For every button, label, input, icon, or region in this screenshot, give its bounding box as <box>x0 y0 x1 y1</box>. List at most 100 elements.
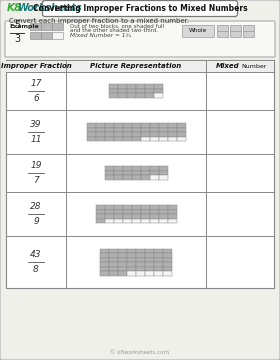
Bar <box>123 136 132 141</box>
Bar <box>113 175 123 180</box>
Bar <box>127 271 136 275</box>
Bar <box>100 248 109 253</box>
Bar <box>158 205 167 210</box>
Bar <box>154 253 163 257</box>
Bar <box>52 23 63 30</box>
Bar <box>104 214 113 219</box>
Text: 19: 19 <box>30 161 42 170</box>
Bar <box>145 248 154 253</box>
Bar <box>136 89 145 93</box>
Bar <box>104 219 113 223</box>
Text: Mixed: Mixed <box>215 63 239 69</box>
Bar <box>123 210 132 214</box>
Bar <box>145 253 154 257</box>
Bar <box>141 175 150 180</box>
Bar <box>145 84 154 89</box>
Bar <box>145 262 154 266</box>
Bar <box>132 166 141 171</box>
Bar <box>158 136 167 141</box>
Bar <box>109 84 118 89</box>
Bar <box>154 262 163 266</box>
Bar <box>109 266 118 271</box>
Bar <box>176 136 185 141</box>
Bar <box>113 127 123 132</box>
Text: 7: 7 <box>33 176 39 185</box>
Bar <box>127 257 136 262</box>
Bar <box>123 205 132 210</box>
Bar <box>113 205 123 210</box>
Text: 8: 8 <box>33 265 39 274</box>
Bar <box>113 214 123 219</box>
Bar <box>132 219 141 223</box>
Bar <box>132 210 141 214</box>
Bar <box>141 127 150 132</box>
Text: © k8worksheets.com: © k8worksheets.com <box>110 350 170 355</box>
Bar <box>163 248 172 253</box>
Bar <box>158 171 167 175</box>
Bar <box>136 271 145 275</box>
Bar <box>104 123 113 127</box>
Bar <box>163 262 172 266</box>
Bar <box>100 253 109 257</box>
Bar <box>167 132 176 136</box>
Bar <box>100 257 109 262</box>
Bar <box>145 89 154 93</box>
Bar <box>30 32 41 39</box>
Bar <box>132 214 141 219</box>
Bar <box>95 210 104 214</box>
Bar <box>150 127 158 132</box>
Text: Convert each improper fraction to a mixed number.: Convert each improper fraction to a mixe… <box>9 18 189 24</box>
Bar <box>118 93 127 98</box>
Bar <box>150 219 158 223</box>
Bar <box>176 123 185 127</box>
Bar <box>150 171 158 175</box>
Bar <box>182 25 214 37</box>
Bar <box>158 210 167 214</box>
Text: Improper Fraction: Improper Fraction <box>1 63 71 69</box>
Bar <box>123 127 132 132</box>
Text: 11: 11 <box>30 135 42 144</box>
Bar <box>123 171 132 175</box>
Bar <box>154 93 163 98</box>
Bar <box>132 136 141 141</box>
Bar <box>150 123 158 127</box>
Bar <box>141 123 150 127</box>
Bar <box>145 271 154 275</box>
Bar <box>95 136 104 141</box>
Bar <box>136 253 145 257</box>
Bar <box>118 257 127 262</box>
Bar <box>109 271 118 275</box>
Bar <box>123 175 132 180</box>
Bar <box>167 127 176 132</box>
Bar <box>136 248 145 253</box>
Bar <box>109 262 118 266</box>
Bar <box>158 132 167 136</box>
Bar <box>132 205 141 210</box>
Bar <box>95 214 104 219</box>
Bar <box>154 266 163 271</box>
Bar <box>154 257 163 262</box>
FancyBboxPatch shape <box>5 21 275 57</box>
Bar <box>154 89 163 93</box>
Bar <box>167 123 176 127</box>
Bar <box>123 132 132 136</box>
Bar <box>127 93 136 98</box>
Bar <box>158 123 167 127</box>
Text: Worksheets: Worksheets <box>18 3 83 13</box>
Bar <box>118 248 127 253</box>
Bar <box>167 205 176 210</box>
Bar <box>167 136 176 141</box>
Text: Mixed Number = 1¾: Mixed Number = 1¾ <box>70 33 131 38</box>
Text: Example: Example <box>9 24 39 29</box>
Bar <box>141 210 150 214</box>
Bar <box>104 210 113 214</box>
Bar <box>150 205 158 210</box>
Text: and the other shaded two-third.: and the other shaded two-third. <box>70 28 158 33</box>
Text: 3: 3 <box>14 34 20 44</box>
Bar <box>118 266 127 271</box>
Bar <box>150 166 158 171</box>
Bar <box>118 271 127 275</box>
Bar <box>145 93 154 98</box>
Bar <box>118 89 127 93</box>
Bar <box>87 132 95 136</box>
